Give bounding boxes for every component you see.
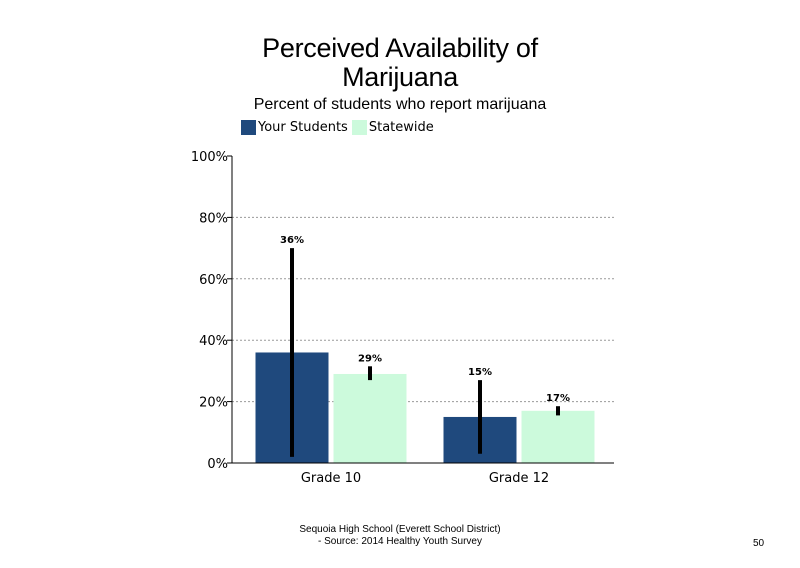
value-label-statewide-1: 29% (358, 353, 382, 364)
y-tick-label-100: 100% (191, 150, 228, 165)
legend-label-your-students: Your Students (258, 119, 348, 135)
value-label-your-students-2: 15% (468, 367, 492, 378)
legend-item-your-students: Your Students (241, 119, 348, 135)
y-tick-label-80: 80% (199, 211, 228, 226)
legend-label-statewide: Statewide (368, 119, 434, 135)
legend-item-statewide: Statewide (351, 119, 434, 135)
legend-swatch-statewide (351, 119, 367, 135)
y-tick-label-0: 0% (207, 457, 228, 472)
legend-swatch-your-students (241, 119, 256, 135)
page-number: 50 (753, 538, 765, 549)
chart-title-line-2: Marijuana (342, 62, 458, 92)
bar-statewide-2 (521, 410, 595, 463)
chart-title-line-1: Perceived Availability of (262, 33, 538, 63)
chart-title: Perceived Availability of Marijuana (0, 34, 800, 92)
footer-line-2: - Source: 2014 Healthy Youth Survey (318, 536, 482, 547)
value-label-statewide-2: 17% (546, 393, 570, 404)
x-tick-label-2: Grade 12 (489, 471, 549, 486)
y-tick-label-60: 60% (199, 273, 228, 288)
footer-source: Sequoia High School (Everett School Dist… (250, 524, 550, 548)
chart-legend: Your Students Statewide (241, 118, 438, 136)
value-label-your-students-1: 36% (280, 235, 304, 246)
y-tick-label-40: 40% (199, 334, 228, 349)
chart-subtitle: Percent of students who report marijuana (253, 96, 547, 113)
bar-statewide-1 (333, 373, 407, 463)
x-tick-label-1: Grade 10 (301, 471, 361, 486)
footer-line-1: Sequoia High School (Everett School Dist… (299, 524, 501, 535)
y-tick-label-20: 20% (199, 396, 228, 411)
